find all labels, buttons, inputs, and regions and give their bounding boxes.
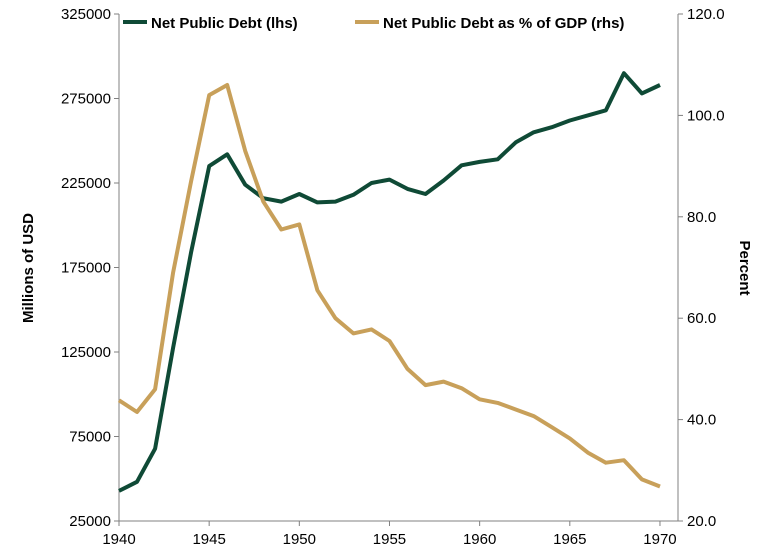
chart: 25000 75000 125000 175000 225000 275000 325000…: [0, 0, 770, 558]
x-tick-label: 1960: [463, 531, 496, 548]
x-tick-label: 1970: [643, 531, 676, 548]
y-tick-label: 325000: [61, 6, 111, 23]
x-tick-label: 1940: [102, 531, 135, 548]
y-tick-label: 275000: [61, 91, 111, 108]
axes: [114, 14, 683, 526]
y-tick-label: 225000: [61, 175, 111, 192]
x-tick-label: 1955: [373, 531, 406, 548]
legend-label: Net Public Debt (lhs): [151, 15, 298, 32]
series-lines: [119, 73, 660, 491]
x-tick-label: 1965: [553, 531, 586, 548]
x-tick-label: 1950: [283, 531, 316, 548]
y2-axis-title: Percent: [736, 240, 753, 295]
legend: Net Public Debt (lhs) Net Public Debt as …: [123, 15, 624, 32]
y-tick-label: 25000: [69, 513, 111, 530]
y-tick-label: 75000: [69, 429, 111, 446]
y-axis-title: Millions of USD: [20, 213, 37, 323]
y2-tick-label: 100.0: [687, 107, 725, 124]
y-tick-label: 175000: [61, 260, 111, 277]
series-line-debt-pct-gdp: [119, 85, 660, 487]
y2-tick-label: 60.0: [687, 310, 716, 327]
y2-tick-label: 20.0: [687, 513, 716, 530]
y2-tick-label: 80.0: [687, 209, 716, 226]
legend-label: Net Public Debt as % of GDP (rhs): [383, 15, 624, 32]
x-tick-label: 1945: [192, 531, 225, 548]
y2-tick-label: 40.0: [687, 412, 716, 429]
y-tick-label: 125000: [61, 344, 111, 361]
tick-labels: 25000 75000 125000 175000 225000 275000 325000…: [61, 6, 725, 548]
y2-tick-label: 120.0: [687, 6, 725, 23]
